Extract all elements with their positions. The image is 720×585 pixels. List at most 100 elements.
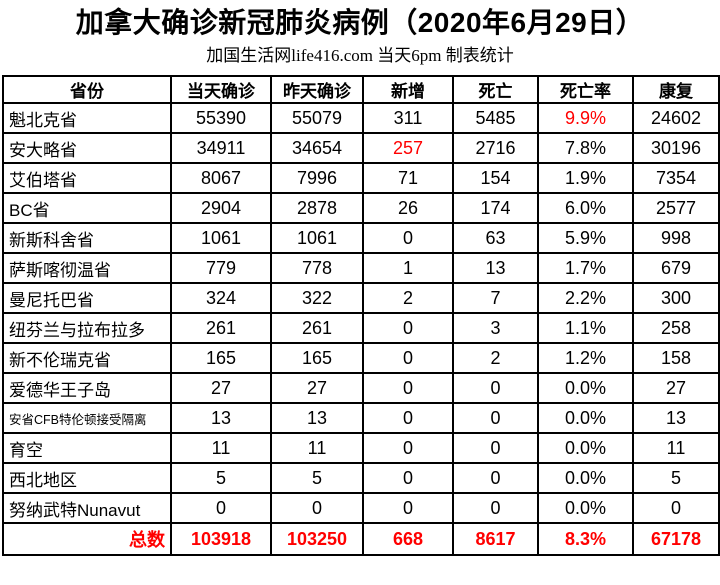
- value-cell: 154: [452, 162, 539, 194]
- value-cell: 7: [452, 282, 539, 314]
- value-cell: 258: [632, 312, 720, 344]
- value-cell: 1.9%: [537, 162, 634, 194]
- value-cell: 63: [452, 222, 539, 254]
- value-cell: 9.9%: [537, 102, 634, 134]
- value-cell: 0.0%: [537, 462, 634, 494]
- province-cell: 西北地区: [2, 462, 172, 494]
- province-cell: 努纳武特Nunavut: [2, 492, 172, 524]
- value-cell: 0: [452, 372, 539, 404]
- value-cell: 0: [452, 432, 539, 464]
- value-cell: 261: [170, 312, 272, 344]
- value-cell: 2: [452, 342, 539, 374]
- value-cell: 27: [270, 372, 364, 404]
- value-cell: 24602: [632, 102, 720, 134]
- value-cell: 11: [270, 432, 364, 464]
- table-row: BC省 2904 2878 26 174 6.0% 2577: [2, 192, 720, 224]
- covid-stats-table: 省份 当天确诊 昨天确诊 新增 死亡 死亡率 康复 魁北克省 55390 55079 311 548…: [2, 75, 720, 556]
- value-cell: 257: [362, 132, 454, 164]
- value-cell: 8067: [170, 162, 272, 194]
- province-cell: 总数: [2, 522, 172, 556]
- value-cell: 2577: [632, 192, 720, 224]
- province-cell: 纽芬兰与拉布拉多: [2, 312, 172, 344]
- value-cell: 5.9%: [537, 222, 634, 254]
- value-cell: 778: [270, 252, 364, 284]
- table-row: 努纳武特Nunavut 0 0 0 0 0.0% 0: [2, 492, 720, 524]
- table-row: 艾伯塔省 8067 7996 71 154 1.9% 7354: [2, 162, 720, 194]
- value-cell: 13: [270, 402, 364, 434]
- value-cell: 30196: [632, 132, 720, 164]
- value-cell: 0: [362, 492, 454, 524]
- value-cell: 261: [270, 312, 364, 344]
- value-cell: 324: [170, 282, 272, 314]
- value-cell: 311: [362, 102, 454, 134]
- column-header-1: 当天确诊: [170, 75, 272, 104]
- value-cell: 158: [632, 342, 720, 374]
- value-cell: 3: [452, 312, 539, 344]
- value-cell: 779: [170, 252, 272, 284]
- value-cell: 11: [632, 432, 720, 464]
- province-cell: 安省CFB特伦顿接受隔离: [2, 402, 172, 434]
- value-cell: 2716: [452, 132, 539, 164]
- value-cell: 13: [170, 402, 272, 434]
- value-cell: 0.0%: [537, 492, 634, 524]
- province-cell: 魁北克省: [2, 102, 172, 134]
- value-cell: 1.7%: [537, 252, 634, 284]
- value-cell: 1061: [270, 222, 364, 254]
- value-cell: 5: [632, 462, 720, 494]
- value-cell: 67178: [632, 522, 720, 556]
- value-cell: 165: [270, 342, 364, 374]
- value-cell: 0: [362, 462, 454, 494]
- value-cell: 0.0%: [537, 402, 634, 434]
- value-cell: 1.1%: [537, 312, 634, 344]
- value-cell: 1061: [170, 222, 272, 254]
- value-cell: 0.0%: [537, 432, 634, 464]
- page-title: 加拿大确诊新冠肺炎病例（2020年6月29日）: [75, 7, 645, 38]
- column-header-4: 死亡: [452, 75, 539, 104]
- table-row: 育空 11 11 0 0 0.0% 11: [2, 432, 720, 464]
- value-cell: 0: [362, 222, 454, 254]
- value-cell: 2904: [170, 192, 272, 224]
- value-cell: 0: [362, 372, 454, 404]
- value-cell: 165: [170, 342, 272, 374]
- value-cell: 8617: [452, 522, 539, 556]
- province-cell: 新不伦瑞克省: [2, 342, 172, 374]
- value-cell: 322: [270, 282, 364, 314]
- value-cell: 27: [632, 372, 720, 404]
- table-row: 新斯科舍省 1061 1061 0 63 5.9% 998: [2, 222, 720, 254]
- value-cell: 0: [170, 492, 272, 524]
- value-cell: 7996: [270, 162, 364, 194]
- value-cell: 1.2%: [537, 342, 634, 374]
- value-cell: 55079: [270, 102, 364, 134]
- value-cell: 13: [452, 252, 539, 284]
- value-cell: 2.2%: [537, 282, 634, 314]
- province-cell: 爱德华王子岛: [2, 372, 172, 404]
- value-cell: 679: [632, 252, 720, 284]
- total-row: 总数 103918 103250 668 8617 8.3% 67178: [2, 522, 720, 556]
- table-row: 安省CFB特伦顿接受隔离 13 13 0 0 0.0% 13: [2, 402, 720, 434]
- value-cell: 6.0%: [537, 192, 634, 224]
- value-cell: 0: [452, 492, 539, 524]
- column-header-2: 昨天确诊: [270, 75, 364, 104]
- value-cell: 2878: [270, 192, 364, 224]
- value-cell: 34911: [170, 132, 272, 164]
- value-cell: 34654: [270, 132, 364, 164]
- value-cell: 55390: [170, 102, 272, 134]
- column-header-3: 新增: [362, 75, 454, 104]
- value-cell: 8.3%: [537, 522, 634, 556]
- province-cell: 萨斯喀彻温省: [2, 252, 172, 284]
- value-cell: 0: [362, 342, 454, 374]
- value-cell: 7354: [632, 162, 720, 194]
- column-header-6: 康复: [632, 75, 720, 104]
- value-cell: 1: [362, 252, 454, 284]
- value-cell: 103250: [270, 522, 364, 556]
- value-cell: 11: [170, 432, 272, 464]
- table-row: 曼尼托巴省 324 322 2 7 2.2% 300: [2, 282, 720, 314]
- value-cell: 26: [362, 192, 454, 224]
- value-cell: 0: [362, 402, 454, 434]
- province-cell: 育空: [2, 432, 172, 464]
- province-cell: BC省: [2, 192, 172, 224]
- table-row: 纽芬兰与拉布拉多 261 261 0 3 1.1% 258: [2, 312, 720, 344]
- value-cell: 668: [362, 522, 454, 556]
- value-cell: 2: [362, 282, 454, 314]
